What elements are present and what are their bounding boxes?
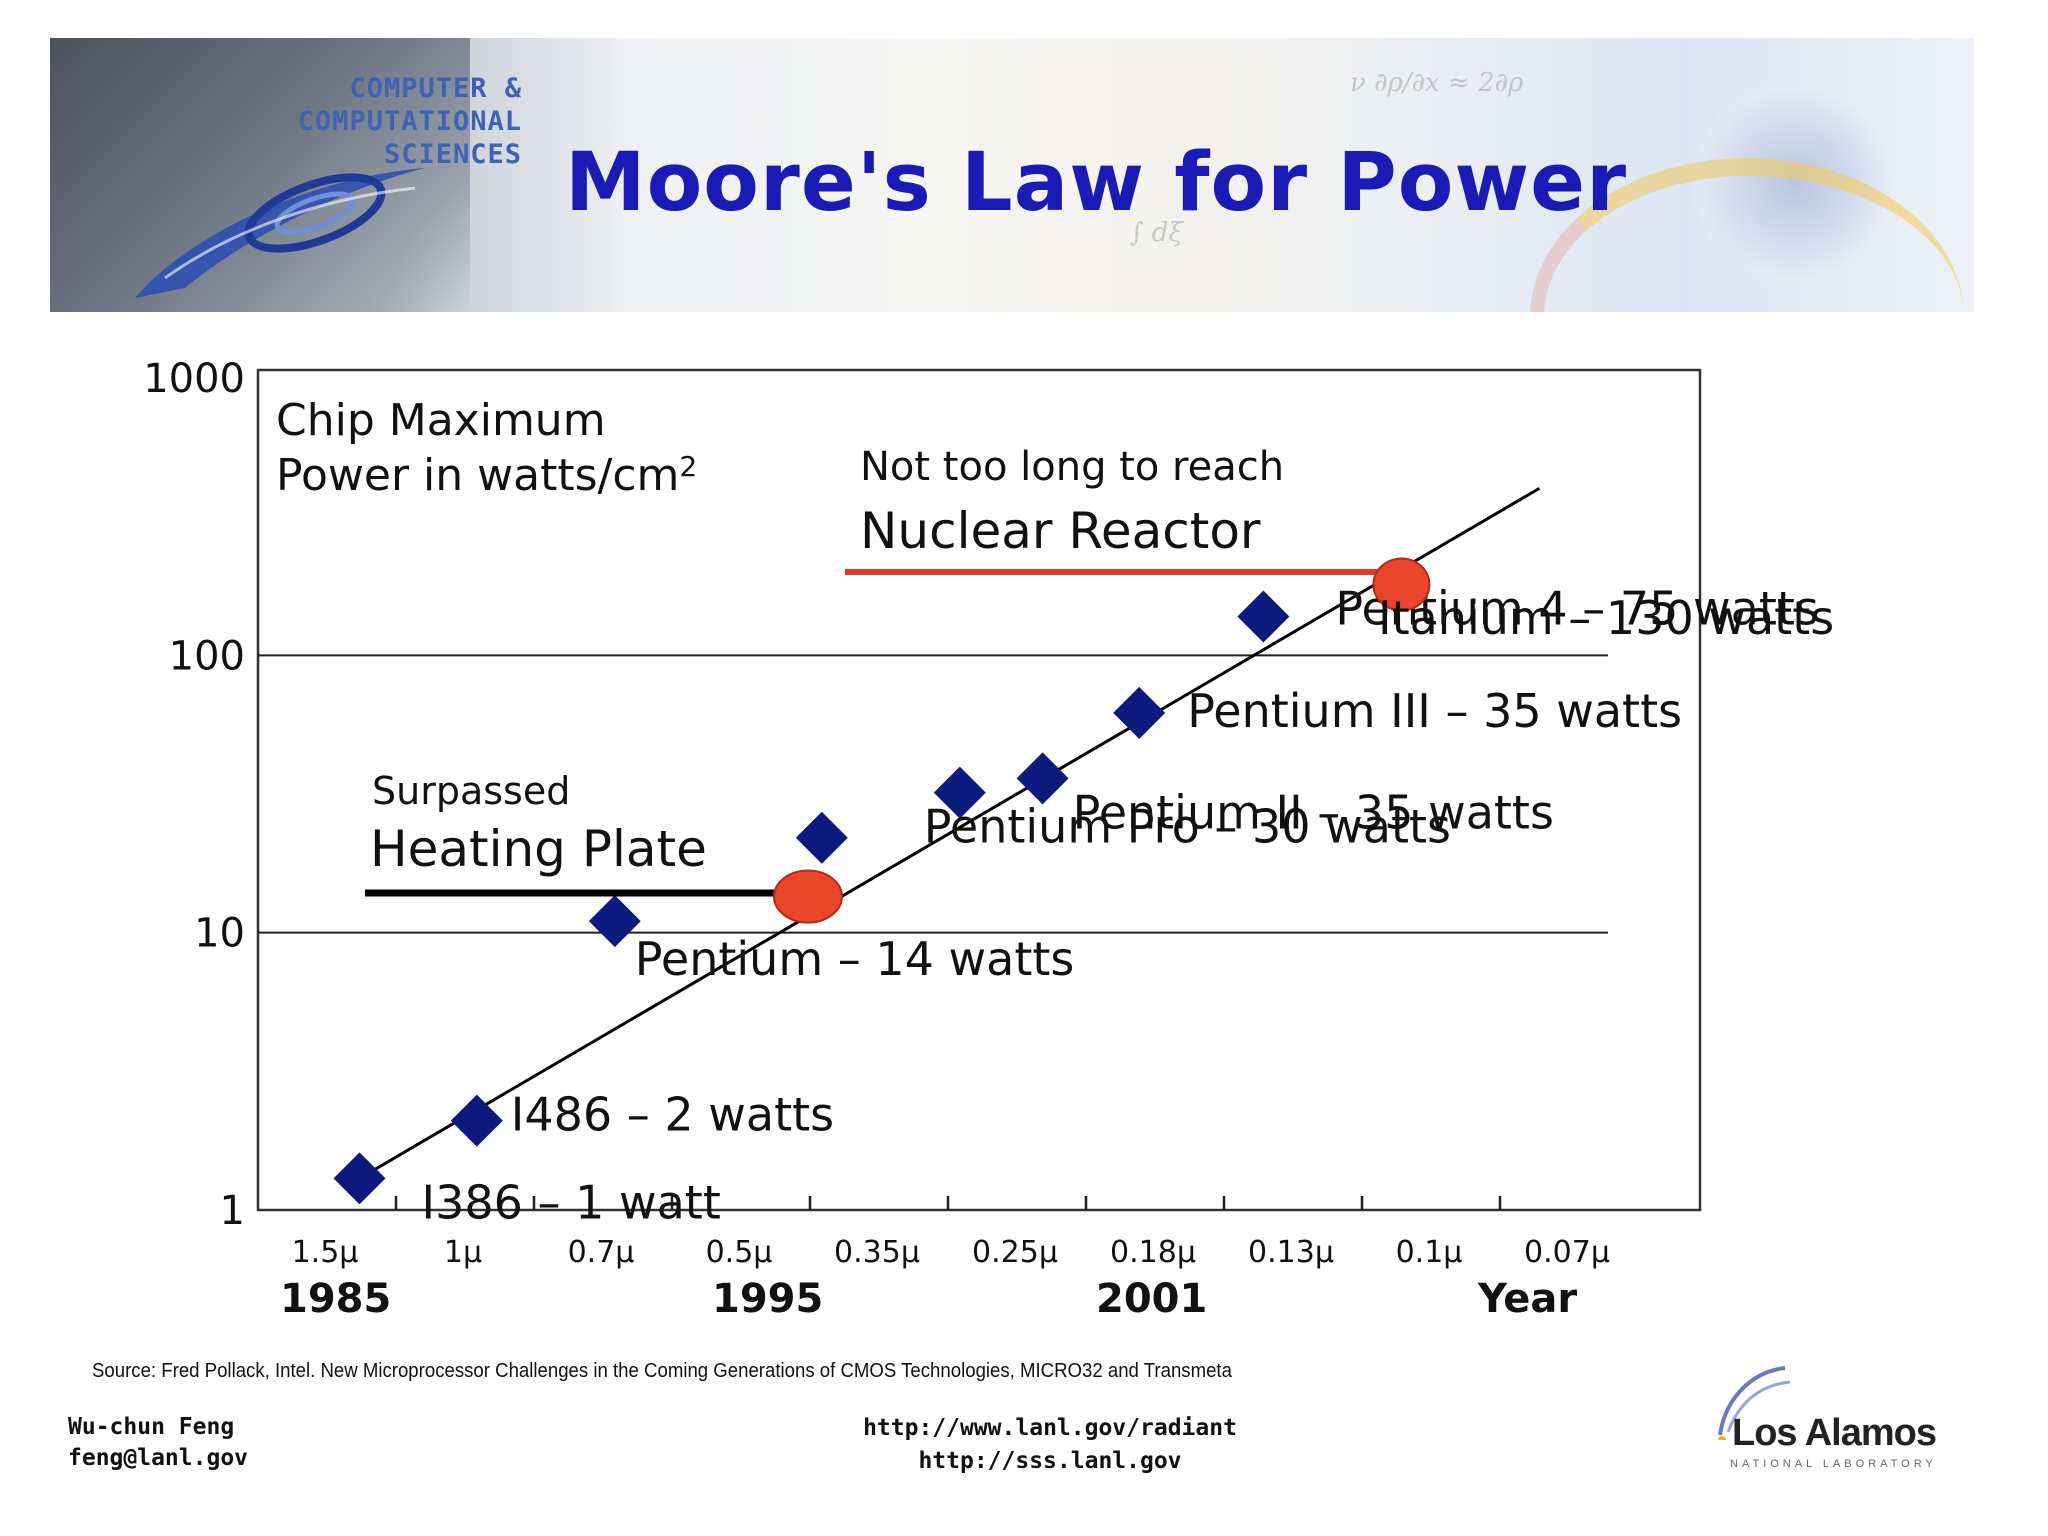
heating-plate-caption-big: Heating Plate: [370, 820, 707, 878]
point-labels: I386 – 1 watt I486 – 2 watts Pentium – 14 …: [422, 582, 1819, 1230]
y-tick-label: 10: [194, 911, 245, 957]
lab-subtitle: NATIONAL LABORATORY: [1730, 1458, 1937, 1470]
author-email[interactable]: feng@lanl.gov: [68, 1445, 249, 1471]
lab-name: Los Alamos: [1732, 1412, 1937, 1454]
heating-plate-caption-small: Surpassed: [372, 769, 570, 813]
los-alamos-swoosh-icon: [1718, 1366, 1791, 1440]
itanium-label: Itanium – 130 watts: [1378, 591, 1834, 645]
x-category-label: 0.5µ: [706, 1235, 773, 1270]
point-label: Pentium Pro – 30 watts: [924, 800, 1451, 854]
author-block: Wu-chun Feng feng@lanl.gov: [68, 1412, 248, 1474]
data-marker: [588, 895, 641, 948]
x-ticks: [394, 1196, 1502, 1210]
banner-formula-decoration: ∫ dξ: [1130, 218, 1183, 248]
los-alamos-logo: Los Alamos NATIONAL LABORATORY: [1680, 1360, 1970, 1480]
trend-line: [358, 487, 1541, 1180]
data-marker: [933, 766, 986, 819]
x-category-label: 0.13µ: [1248, 1235, 1334, 1270]
x-category-label: 0.35µ: [834, 1235, 920, 1270]
threshold-markers: [773, 557, 1431, 924]
author-name: Wu-chun Feng: [68, 1414, 235, 1440]
y-tick-label: 100: [169, 633, 245, 679]
data-marker: [1016, 752, 1069, 805]
cs-logo-text: COMPUTER & COMPUTATIONAL SCIENCES: [122, 72, 522, 171]
logo-line-1: COMPUTER & COMPUTATIONAL: [297, 73, 522, 137]
y-axis-label-superscript: 2: [679, 450, 697, 483]
y-axis-label-line2: Power in watts/cm2: [276, 450, 697, 501]
banner-formula-decoration: ν ∂ρ/∂x ≈ 2∂ρ: [1350, 68, 1524, 98]
threshold-marker: [773, 869, 843, 924]
data-marker: [333, 1152, 386, 1205]
data-marker: [450, 1094, 503, 1147]
x-category-label: 1µ: [444, 1235, 482, 1270]
x-category-label: 1.5µ: [292, 1235, 359, 1270]
y-tick-labels: 1 10 100 1000: [143, 356, 245, 1234]
slide-title: Moore's Law for Power: [565, 136, 1628, 230]
year-label-2001: 2001: [1096, 1276, 1207, 1322]
cs-swirl-icon: [135, 168, 425, 298]
year-label-1985: 1985: [280, 1276, 391, 1322]
header-banner: ν ∂ρ/∂x ≈ 2∂ρ ∫ dξ COMPUTER & COMPUTATIO…: [50, 38, 1974, 312]
nuclear-reactor-caption-big: Nuclear Reactor: [860, 502, 1261, 560]
year-label-1995: 1995: [712, 1276, 823, 1322]
footer-link-radiant[interactable]: http://www.lanl.gov/radiant: [863, 1415, 1237, 1441]
data-marker: [1237, 590, 1290, 643]
x-category-label: 0.25µ: [972, 1235, 1058, 1270]
nuclear-reactor-caption-small: Not too long to reach: [860, 444, 1284, 490]
data-marker: [795, 811, 848, 864]
x-category-label: 0.18µ: [1110, 1235, 1196, 1270]
footer-link-sss[interactable]: http://sss.lanl.gov: [918, 1448, 1182, 1474]
y-axis-label-text: Power in watts/cm: [276, 450, 679, 501]
y-tick-label: 1: [220, 1188, 245, 1234]
point-label: I386 – 1 watt: [422, 1175, 721, 1229]
data-markers: [333, 590, 1290, 1205]
threshold-marker: [1372, 557, 1431, 612]
x-axis-label: Year: [1477, 1276, 1577, 1322]
gridlines: [258, 654, 1608, 934]
x-category-label: 0.1µ: [1396, 1235, 1463, 1270]
point-label: Pentium II – 35 watts: [1073, 785, 1554, 839]
y-axis-label-line1: Chip Maximum: [276, 395, 606, 446]
y-tick-label: 1000: [143, 356, 245, 402]
source-citation: Source: Fred Pollack, Intel. New Micropr…: [92, 1360, 1232, 1382]
logo-line-2: SCIENCES: [383, 139, 522, 170]
x-category-label: 0.07µ: [1524, 1235, 1610, 1270]
x-category-label: 0.7µ: [568, 1235, 635, 1270]
point-label: Pentium III – 35 watts: [1187, 684, 1682, 738]
data-marker: [1113, 686, 1166, 739]
point-label: Pentium – 14 watts: [635, 932, 1075, 986]
plot-frame: [256, 368, 1702, 1212]
x-category-labels: 1.5µ 1µ 0.7µ 0.5µ 0.35µ 0.25µ 0.18µ 0.13µ 0.1µ 0.…: [292, 1235, 1610, 1270]
point-label: I486 – 2 watts: [511, 1088, 834, 1142]
footer-links: http://www.lanl.gov/radiant http://sss.l…: [700, 1412, 1400, 1478]
